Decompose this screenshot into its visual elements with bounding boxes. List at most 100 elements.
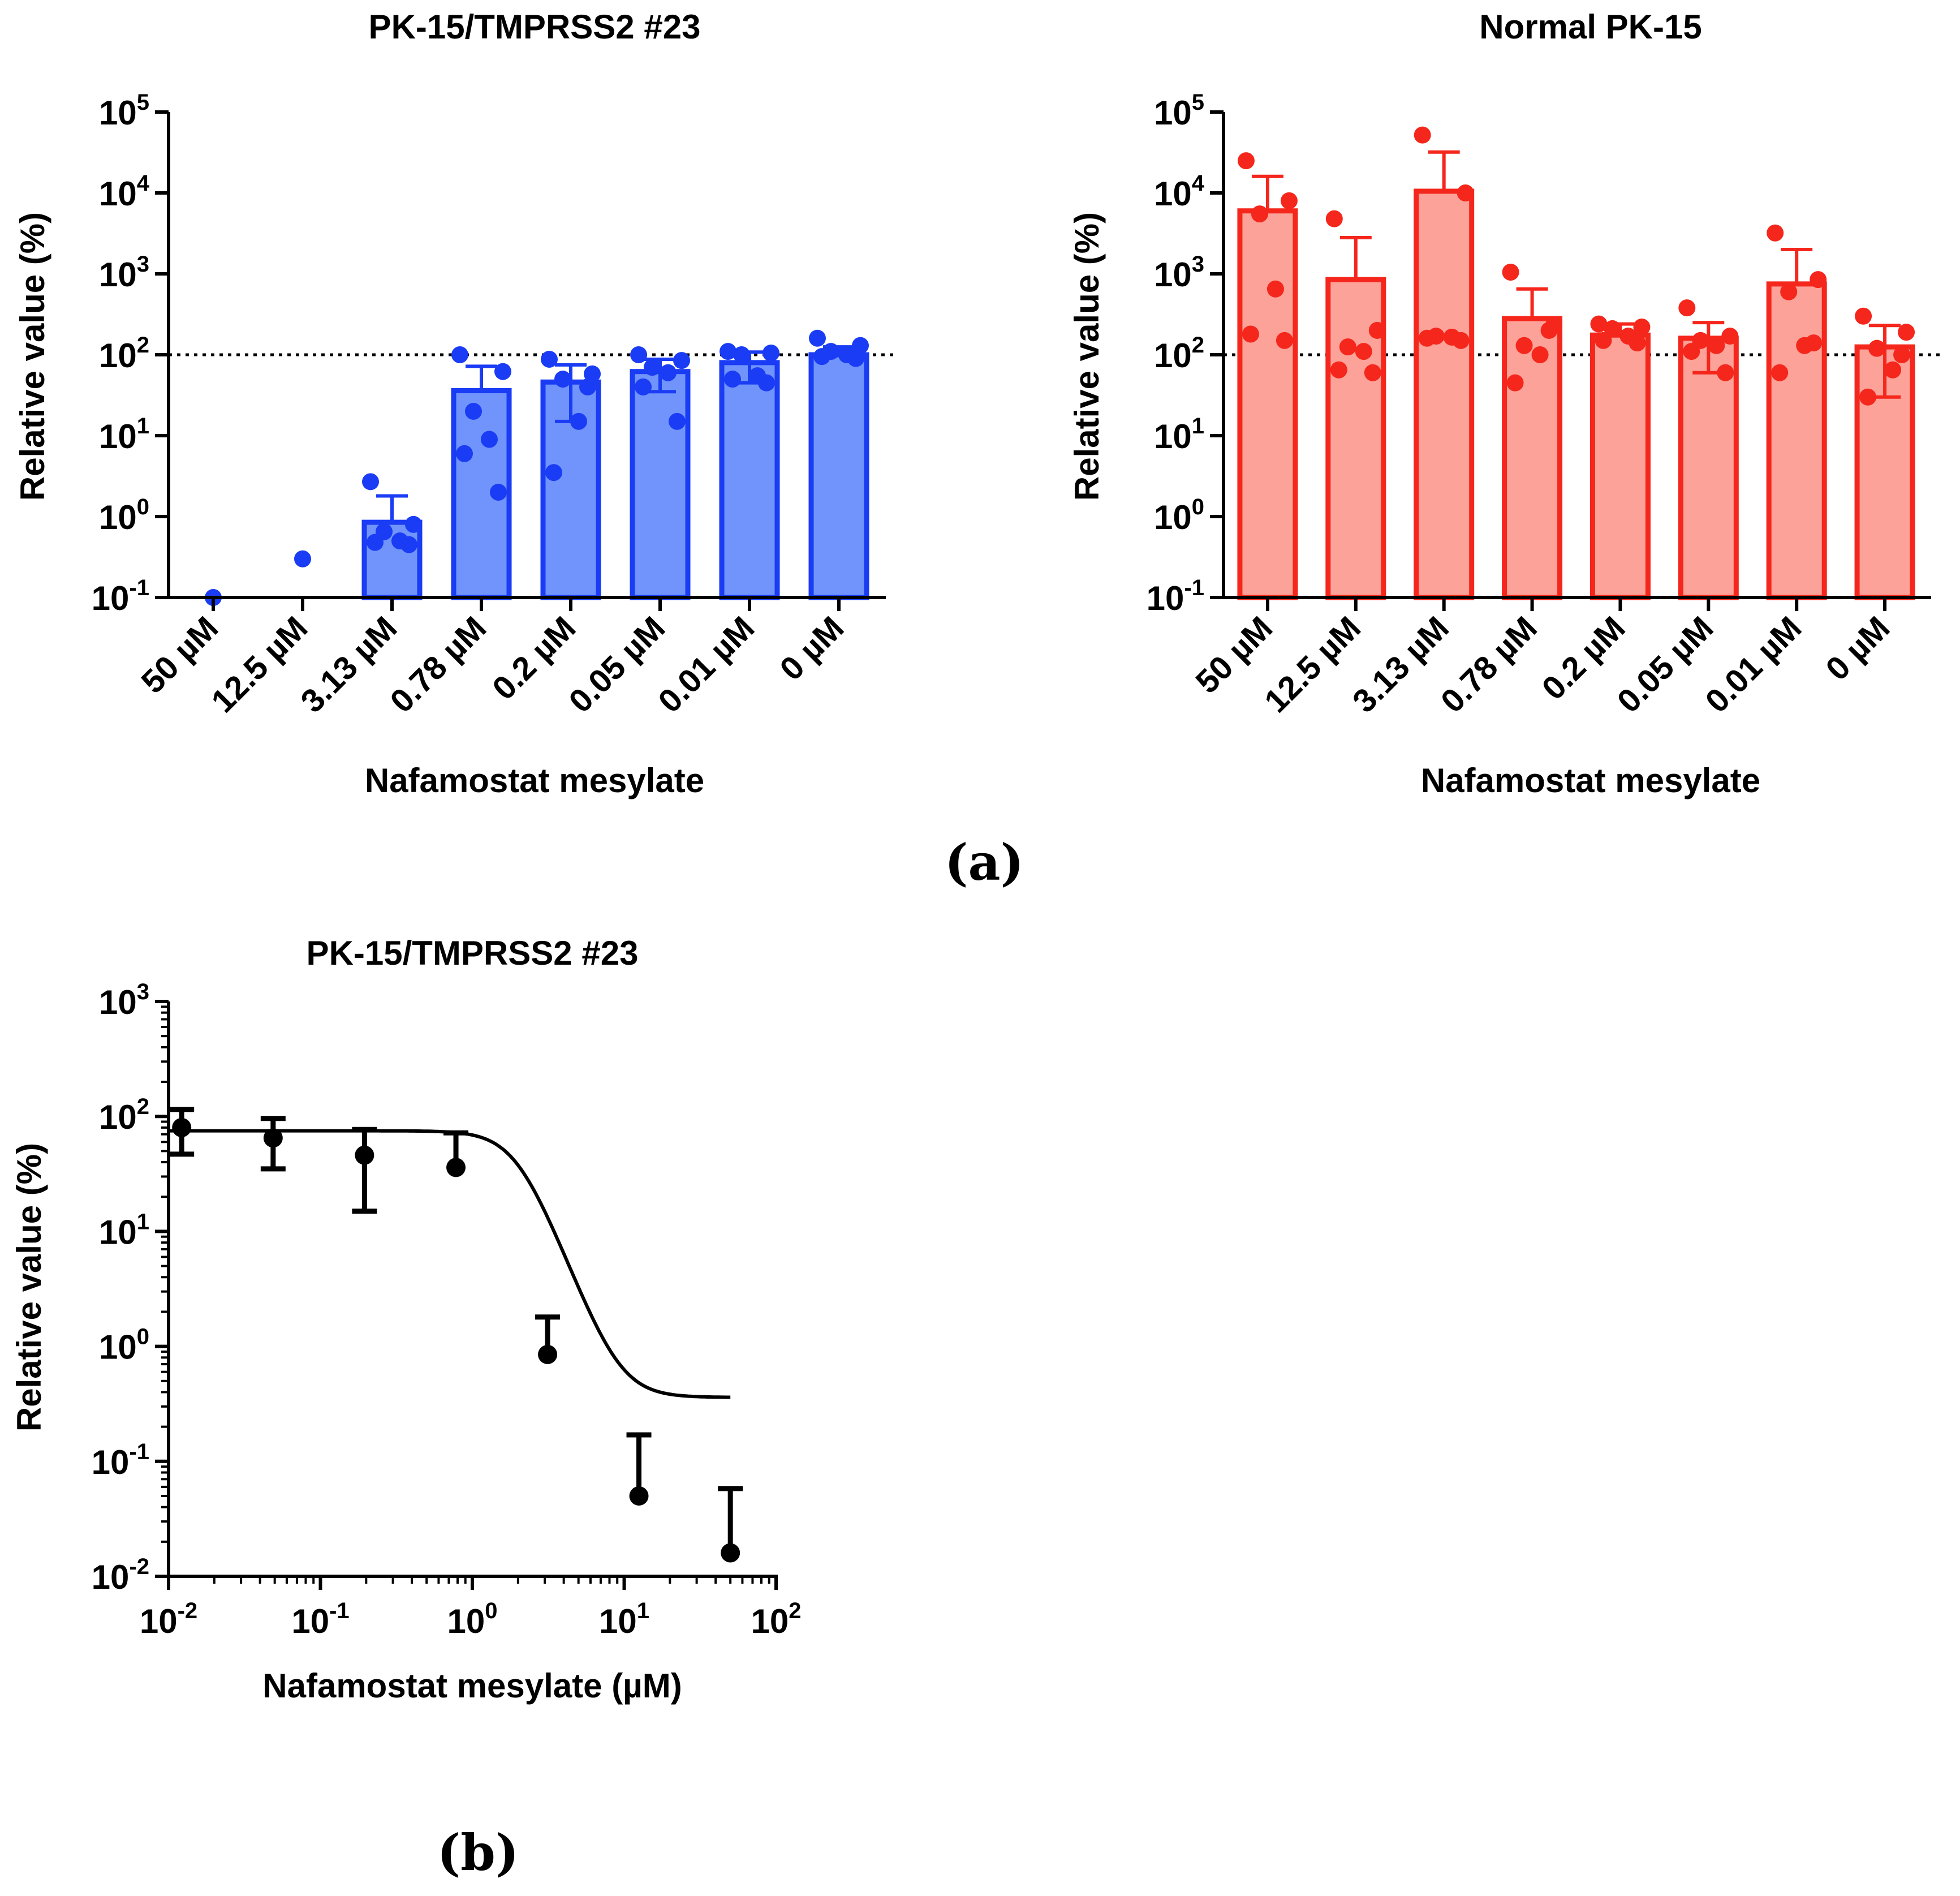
data-point [1364,364,1381,381]
data-point [673,352,690,369]
data-point [669,412,686,430]
data-point [1330,361,1347,379]
data-point [1805,334,1823,352]
data-point [1242,325,1259,343]
y-tick-label: 10-2 [92,1554,149,1596]
data-point [1237,152,1255,170]
data-point [1506,374,1524,392]
data-point [405,515,422,533]
x-tick-label: 0.78 µM [1434,609,1544,720]
data-point [1717,364,1734,381]
data-point [1604,320,1621,337]
data-point [630,346,647,363]
data-point [1629,334,1646,352]
chart-b: PK-15/TMPRSS2 #23 Relative value (%) Naf… [10,934,802,1705]
chart-a2: Normal PK-15 Relative value (%) Nafamost… [1068,8,1940,799]
chart-a1-title: PK-15/TMPRSS2 #23 [369,8,701,46]
y-tick-label: 104 [1154,171,1205,213]
data-point [1780,283,1798,300]
chart-a1-xlabel: Nafamostat mesylate [365,762,704,799]
data-point [1457,184,1474,201]
data-point [635,378,652,395]
data-point [451,346,468,363]
x-tick-label: 100 [447,1598,498,1640]
chart-a2-xlabel: Nafamostat mesylate [1421,762,1760,799]
data-point [1678,299,1696,317]
data-point [1515,337,1533,354]
data-point [1868,339,1886,357]
bar [1237,208,1298,600]
data-point [494,363,511,380]
y-tick-label: 10-1 [92,1439,149,1481]
data-point [733,346,750,363]
x-tick-label: 0 µM [1819,609,1897,687]
data-point [1325,210,1343,227]
panel-label-a: (a) [945,833,1024,892]
data-point [660,364,677,381]
chart-b-title: PK-15/TMPRSS2 #23 [307,934,639,972]
data-point [263,1128,283,1148]
data-point [465,402,482,420]
data-point [362,473,379,491]
y-tick-label: 102 [99,1094,149,1136]
data-point [1708,337,1725,354]
x-tick-label: 0 µM [773,609,851,687]
chart-b-xlabel: Nafamostat mesylate (µM) [262,1667,682,1705]
data-point [1452,332,1470,349]
y-tick-label: 104 [99,171,150,213]
data-point [1531,346,1549,363]
y-tick-label: 103 [99,252,149,294]
data-point [481,431,498,448]
y-tick-label: 10-1 [92,575,149,617]
data-point [1767,224,1784,242]
x-tick-label: 3.13 µM [294,609,404,720]
chart-a2-title: Normal PK-15 [1479,8,1701,46]
data-point [1771,364,1789,381]
y-tick-label: 102 [1154,333,1204,375]
y-tick-label: 100 [99,1325,149,1366]
x-tick-label: 12.5 µM [1257,609,1368,720]
bar [630,369,691,600]
y-tick-label: 101 [99,414,149,455]
data-point [724,371,741,388]
data-point [579,378,596,395]
data-point [367,534,384,551]
chart-b-marks: 10-2 10-1 100 101 102 103 10-2 10-1 100 101 102 [92,979,802,1640]
chart-a1-ylabel: Relative value (%) [14,212,51,501]
y-tick-label: 105 [99,90,149,132]
x-tick-label: 0.78 µM [383,609,493,720]
data-point [1368,321,1386,339]
x-tick-label: 12.5 µM [204,609,315,720]
bar [719,360,780,600]
data-point [1595,332,1612,349]
data-point [1633,319,1651,336]
data-point [644,359,661,376]
data-point [720,343,736,360]
data-point [847,350,864,367]
data-point [1859,388,1877,406]
x-tick-label: 0.01 µM [1698,609,1808,720]
data-point [1267,280,1284,298]
data-point [1898,324,1915,341]
data-point [1418,329,1436,347]
data-point [1540,321,1558,339]
y-tick-label: 101 [1154,414,1204,455]
data-point [763,344,779,362]
x-tick-label: 0.05 µM [562,609,672,720]
chart-a1: PK-15/TMPRSS2 #23 Relative value (%) Naf… [14,8,895,799]
data-point [1251,205,1268,223]
data-point [1280,192,1298,209]
data-point [1276,332,1293,349]
chart-a2-ylabel: Relative value (%) [1068,212,1106,501]
x-tick-label: 3.13 µM [1346,609,1456,720]
x-tick-label: 102 [751,1598,802,1640]
data-point [1683,343,1700,360]
y-tick-label: 100 [99,495,149,536]
bar [1766,281,1827,600]
x-tick-label: 101 [599,1598,649,1640]
data-point [446,1158,466,1177]
data-point [721,1543,740,1563]
